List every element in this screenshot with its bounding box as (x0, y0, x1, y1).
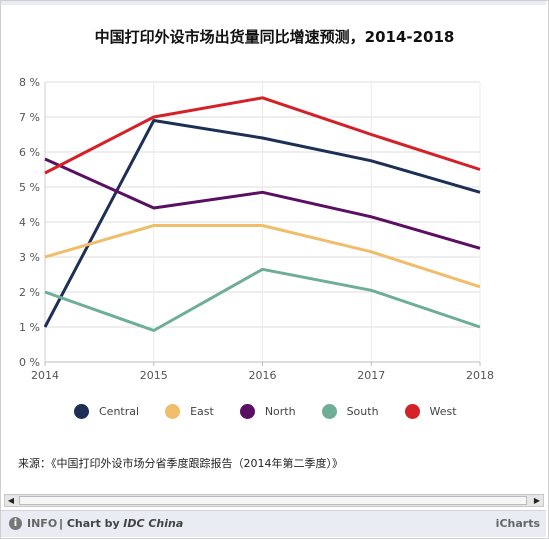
legend-item-central[interactable]: Central (74, 403, 140, 419)
info-icon[interactable]: i (9, 517, 22, 530)
legend: Central East North South West (74, 401, 483, 421)
scroll-left-arrow-icon[interactable]: ◀ (7, 496, 15, 505)
y-tick-label: 8 % (19, 76, 40, 89)
legend-label: East (190, 404, 214, 418)
grid-lines (44, 81, 481, 363)
x-tick-label: 2015 (140, 369, 168, 382)
legend-label: West (429, 404, 457, 418)
legend-item-east[interactable]: East (165, 403, 214, 419)
y-tick-label: 3 % (19, 251, 40, 264)
scroll-thumb[interactable] (19, 496, 527, 505)
y-tick-label: 5 % (19, 181, 40, 194)
source-note: 来源：《中国打印外设市场分省季度跟踪报告（2014年第二季度）》 (18, 457, 343, 470)
chart-credit: | Chart by IDC China (59, 517, 183, 530)
series-line-north[interactable] (44, 157, 481, 250)
x-tick-label: 2018 (466, 369, 494, 382)
legend-label: North (264, 404, 296, 418)
footer-bar: i INFO | Chart by IDC China iCharts (1, 510, 546, 537)
x-tick-label: 2017 (357, 369, 385, 382)
y-tick-label: 4 % (19, 216, 40, 229)
series-line-east[interactable] (44, 224, 481, 289)
credit-prefix: | Chart by (59, 517, 120, 530)
legend-item-west[interactable]: West (404, 403, 457, 419)
x-tick-label: 2014 (31, 369, 59, 382)
series-line-south[interactable] (44, 267, 481, 332)
top-strip (1, 1, 546, 5)
series-line-west[interactable] (44, 96, 481, 175)
y-tick-label: 7 % (19, 111, 40, 124)
series-line-central[interactable] (43, 119, 481, 328)
icharts-brand[interactable]: iCharts (495, 517, 540, 530)
y-tick-label: 0 % (19, 356, 40, 369)
series-lines (43, 96, 481, 332)
legend-marker (165, 403, 181, 419)
legend-item-south[interactable]: South (321, 403, 379, 419)
legend-marker (239, 403, 255, 419)
y-tick-label: 2 % (19, 286, 40, 299)
x-tick-label: 2016 (249, 369, 277, 382)
horizontal-scrollbar[interactable]: ◀ ▶ (4, 494, 544, 507)
legend-label: Central (99, 404, 140, 418)
scroll-right-arrow-icon[interactable]: ▶ (533, 496, 541, 505)
axes: 0 % 1 % 2 % 3 % 4 % 5 % 6 % 7 % 8 % 2014 2015 2016 2… (19, 76, 494, 382)
legend-item-north[interactable]: North (239, 403, 296, 419)
legend-marker (404, 403, 420, 419)
info-label[interactable]: INFO (27, 517, 58, 530)
legend-marker (74, 403, 89, 419)
legend-marker (321, 403, 337, 419)
y-tick-label: 1 % (19, 321, 40, 334)
y-tick-label: 6 % (19, 146, 40, 159)
line-chart: 0 % 1 % 2 % 3 % 4 % 5 % 6 % 7 % 8 % 2014 2015 2016 2… (19, 76, 494, 382)
chart-title: 中国打印外设市场出货量同比增速预测，2014-2018 (94, 28, 455, 46)
legend-label: South (346, 404, 379, 418)
credit-name: IDC China (123, 517, 184, 530)
